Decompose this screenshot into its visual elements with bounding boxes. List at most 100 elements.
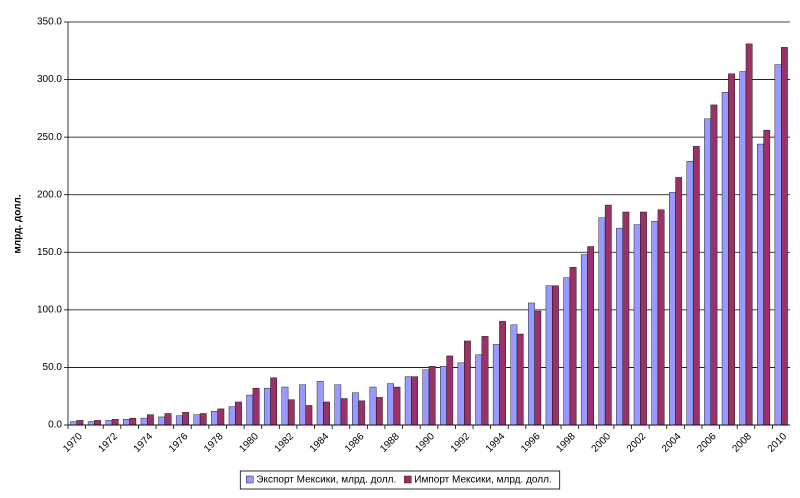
x-tick-label: 2008 — [730, 431, 754, 455]
bar — [228, 406, 236, 426]
y-tick-label: 300.0 — [37, 74, 62, 85]
bar — [252, 387, 260, 426]
bar — [217, 408, 225, 426]
bar — [299, 384, 306, 426]
bar — [428, 366, 436, 426]
x-tick-label: 1970 — [61, 431, 85, 455]
bar — [457, 362, 465, 426]
bar — [604, 204, 612, 426]
bar — [739, 71, 747, 426]
bar — [76, 420, 84, 426]
bar — [111, 419, 119, 426]
bar — [516, 333, 524, 426]
legend-box — [239, 470, 561, 490]
bar — [757, 143, 764, 426]
bar — [193, 414, 201, 426]
bar — [340, 398, 348, 426]
x-tick-label: 1988 — [378, 431, 402, 455]
y-tick-label: 0.0 — [48, 420, 62, 431]
bar — [780, 47, 788, 426]
bar — [147, 414, 154, 426]
bar — [492, 344, 500, 426]
bar — [305, 405, 313, 426]
x-tick-label: 1994 — [484, 431, 508, 455]
x-tick-label: 1986 — [343, 431, 367, 455]
bar — [334, 384, 342, 426]
bar — [182, 412, 190, 426]
bar — [580, 254, 588, 426]
bar — [316, 381, 324, 426]
bar — [721, 92, 729, 426]
bar — [704, 118, 711, 426]
bar — [587, 246, 595, 426]
bar — [123, 419, 130, 426]
x-tick-label: 2002 — [625, 431, 649, 455]
x-tick-label: 2004 — [660, 431, 684, 455]
bar — [263, 387, 271, 426]
bar — [640, 211, 647, 426]
bar — [728, 73, 735, 426]
bar — [710, 104, 718, 426]
y-tick-label: 50.0 — [43, 362, 63, 373]
bar — [598, 217, 606, 426]
bar — [481, 336, 489, 426]
bar — [158, 416, 166, 426]
bar — [633, 224, 641, 426]
bar — [563, 277, 571, 426]
bar — [235, 401, 242, 426]
bar — [464, 340, 471, 426]
bar — [369, 386, 377, 426]
bar — [545, 285, 553, 426]
bar — [440, 366, 447, 426]
bar — [692, 146, 700, 426]
x-tick-label: 2006 — [695, 431, 719, 455]
bar — [87, 421, 95, 426]
x-tick-label: 1990 — [413, 431, 437, 455]
x-tick-label: 1976 — [167, 431, 191, 455]
bar — [411, 376, 418, 426]
bar — [534, 310, 542, 426]
y-tick-label: 350.0 — [37, 17, 62, 28]
bar — [387, 383, 394, 426]
legend-label: Импорт Мексики, млрд. долл. — [414, 475, 551, 486]
bar — [422, 369, 430, 426]
y-tick-label: 100.0 — [37, 304, 62, 315]
x-tick-label: 1978 — [202, 431, 226, 455]
legend-swatch — [404, 475, 412, 484]
bar — [270, 377, 278, 426]
bar — [105, 420, 113, 426]
bar — [352, 392, 359, 426]
y-tick-label: 200.0 — [37, 189, 62, 200]
legend-label: Экспорт Мексики, млрд. долл. — [256, 475, 396, 486]
x-tick-label: 1980 — [237, 431, 261, 455]
bar — [552, 285, 559, 426]
bar — [651, 220, 659, 426]
bar — [164, 413, 172, 426]
x-tick-label: 1982 — [273, 431, 297, 455]
bar — [657, 209, 665, 426]
bar — [175, 415, 183, 426]
bar — [668, 192, 676, 426]
x-tick-label: 1996 — [519, 431, 543, 455]
x-tick-label: 1972 — [97, 431, 121, 455]
bar — [622, 211, 630, 426]
x-tick-label: 2010 — [766, 431, 790, 455]
bar — [281, 386, 289, 426]
bar — [774, 64, 782, 426]
bar — [745, 43, 753, 426]
y-tick-label: 250.0 — [37, 132, 62, 143]
bar — [129, 417, 137, 426]
bar — [446, 355, 454, 426]
bar — [675, 177, 683, 426]
bar — [404, 376, 412, 426]
x-tick-label: 1984 — [308, 431, 332, 455]
bar — [499, 321, 506, 426]
bar — [323, 401, 330, 426]
x-tick-label: 1992 — [449, 431, 473, 455]
bar — [510, 324, 518, 426]
bar — [686, 161, 694, 426]
bar — [246, 394, 254, 426]
y-tick-label: 150.0 — [37, 247, 62, 258]
bar — [199, 413, 207, 426]
